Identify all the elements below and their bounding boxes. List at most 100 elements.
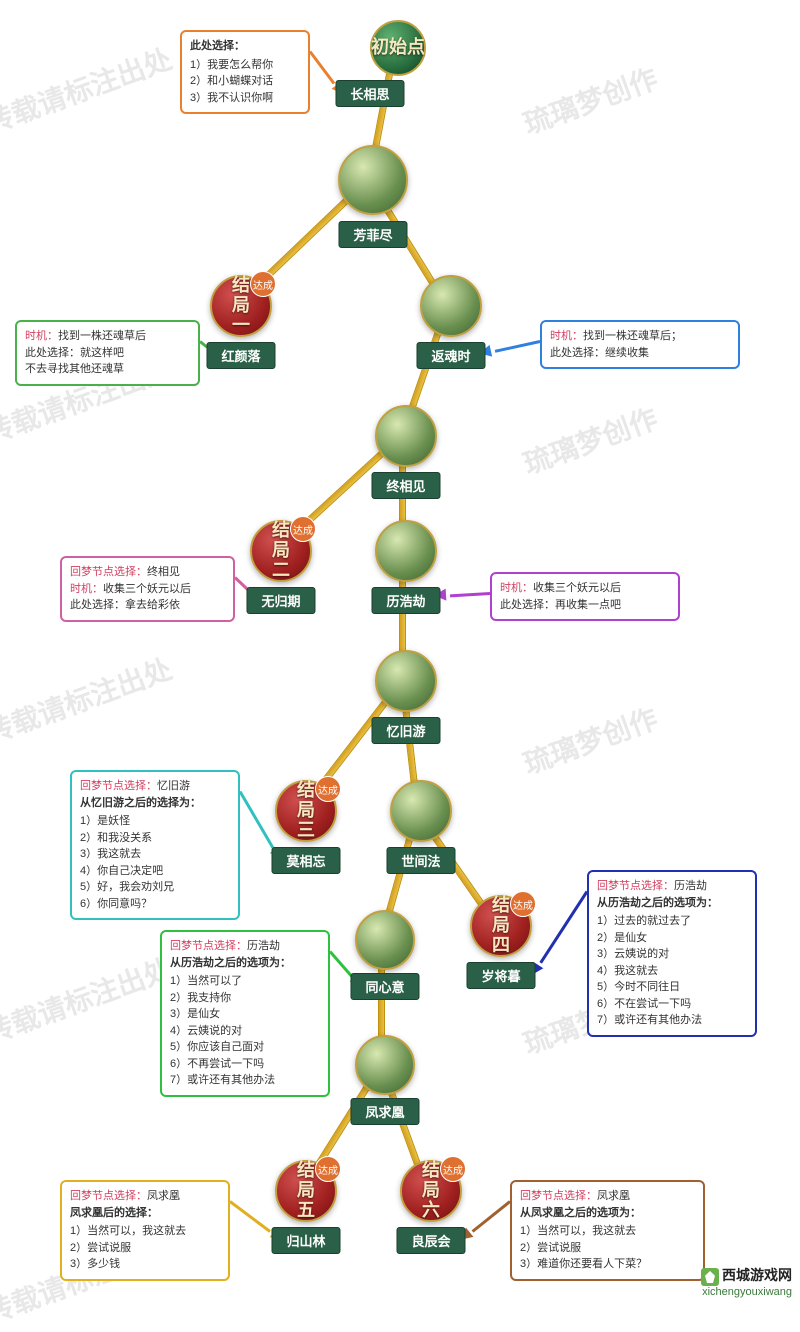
note-option: 4）你自己决定吧 <box>80 863 230 880</box>
achievement-badge: 达成 <box>440 1156 466 1182</box>
note-line: 不去寻找其他还魂草 <box>25 361 190 378</box>
note-arrow <box>472 1200 511 1232</box>
flowchart-canvas: 转载请标注出处琉璃梦创作转载请标注出处琉璃梦创作转载请标注出处琉璃梦创作转载请标… <box>0 0 800 1304</box>
note-line: 回梦节点选择：历浩劫 <box>597 878 747 895</box>
note-option: 2）和小蝴蝶对话 <box>190 73 300 90</box>
node-label-n2: 返魂时 <box>416 342 485 369</box>
note-option: 6）你同意吗？ <box>80 896 230 913</box>
note-line: 时机：找到一株还魂草后； <box>550 328 730 345</box>
node-label-n5: 忆旧游 <box>371 717 440 744</box>
node-label-start: 长相思 <box>335 80 404 107</box>
story-node-n2[interactable] <box>420 275 482 337</box>
note-option: 3）云姨说的对 <box>597 946 747 963</box>
note-option: 1）当然可以了 <box>170 973 320 990</box>
note-option-list: 1）我要怎么帮你2）和小蝴蝶对话3）我不认识你啊 <box>190 57 300 107</box>
note-option: 6）不在尝试一下吗 <box>597 996 747 1013</box>
choice-note: 时机：找到一株还魂草后此处选择：就这样吧不去寻找其他还魂草 <box>15 320 200 386</box>
node-text: 结 局 一 <box>232 276 250 335</box>
node-label-e1: 红颜落 <box>206 342 275 369</box>
choice-note: 时机：收集三个妖元以后此处选择：再收集一点吧 <box>490 572 680 621</box>
story-node-n5[interactable] <box>375 650 437 712</box>
story-node-n7[interactable] <box>355 910 415 970</box>
note-option: 7）或许还有其他办法 <box>170 1072 320 1089</box>
note-option: 5）你应该自己面对 <box>170 1039 320 1056</box>
node-text: 结 局 六 <box>422 1161 440 1220</box>
choice-note: 时机：找到一株还魂草后；此处选择：继续收集 <box>540 320 740 369</box>
story-node-n8[interactable] <box>355 1035 415 1095</box>
node-text: 初始点 <box>371 38 425 58</box>
logo-cn: 西城游戏网 <box>722 1267 792 1283</box>
watermark-text: 转载请标注出处 <box>0 648 177 753</box>
node-text: 结 局 二 <box>272 521 290 580</box>
note-header: 此处选择： <box>190 38 300 55</box>
note-header: 凤求凰后的选择： <box>70 1205 220 1222</box>
note-option-list: 1）当然可以，我这就去2）尝试说服3）多少钱 <box>70 1223 220 1273</box>
logo-en: xichengyouxiwang <box>702 1286 792 1298</box>
ending-node-e2[interactable]: 结 局 二达成 <box>250 520 312 582</box>
note-option-list: 1）当然可以，我这就去2）尝试说服3）难道你还要看人下菜？ <box>520 1223 695 1273</box>
ending-node-e5[interactable]: 结 局 五达成 <box>275 1160 337 1222</box>
node-label-e4: 岁将暮 <box>466 962 535 989</box>
note-line: 时机：收集三个妖元以后 <box>500 580 670 597</box>
note-header: 从忆旧游之后的选择为： <box>80 795 230 812</box>
story-node-n1[interactable] <box>338 145 408 215</box>
node-label-e6: 良辰会 <box>396 1227 465 1254</box>
node-label-e5: 归山林 <box>271 1227 340 1254</box>
note-option: 1）过去的就过去了 <box>597 913 747 930</box>
node-text: 结 局 三 <box>297 781 315 840</box>
note-option: 6）不再尝试一下吗 <box>170 1056 320 1073</box>
node-label-e3: 莫相忘 <box>271 847 340 874</box>
ending-node-e3[interactable]: 结 局 三达成 <box>275 780 337 842</box>
note-arrow <box>329 951 353 977</box>
ending-node-e1[interactable]: 结 局 一达成 <box>210 275 272 337</box>
note-option: 4）云姨说的对 <box>170 1023 320 1040</box>
choice-note: 回梦节点选择：历浩劫 从历浩劫之后的选项为：1）过去的就过去了2）是仙女3）云姨… <box>587 870 757 1037</box>
note-arrow <box>539 891 588 964</box>
node-label-n8: 凤求凰 <box>350 1098 419 1125</box>
start-node-start[interactable]: 初始点 <box>370 20 426 76</box>
achievement-badge: 达成 <box>510 891 536 917</box>
note-option: 2）和我没关系 <box>80 830 230 847</box>
node-text: 结 局 五 <box>297 1161 315 1220</box>
watermark-text: 转载请标注出处 <box>0 948 177 1053</box>
note-option: 3）我这就去 <box>80 846 230 863</box>
note-option: 7）或许还有其他办法 <box>597 1012 747 1029</box>
note-arrow <box>450 592 490 597</box>
note-option: 1）是妖怪 <box>80 813 230 830</box>
note-option: 1）当然可以，我这就去 <box>70 1223 220 1240</box>
note-option: 1）我要怎么帮你 <box>190 57 300 74</box>
story-node-n4[interactable] <box>375 520 437 582</box>
note-header: 从历浩劫之后的选项为： <box>170 955 320 972</box>
site-logo: 西城游戏网 xichengyouxiwang <box>701 1265 792 1298</box>
logo-icon <box>701 1268 719 1286</box>
choice-note: 回梦节点选择：历浩劫 从历浩劫之后的选项为：1）当然可以了2）我支持你3）是仙女… <box>160 930 330 1097</box>
note-arrow <box>229 1200 271 1232</box>
watermark-text: 琉璃梦创作 <box>517 57 662 142</box>
choice-note: 回梦节点选择：忆旧游 从忆旧游之后的选择为：1）是妖怪2）和我没关系3）我这就去… <box>70 770 240 920</box>
ending-node-e4[interactable]: 结 局 四达成 <box>470 895 532 957</box>
note-option: 2）是仙女 <box>597 930 747 947</box>
note-line: 回梦节点选择：凤求凰 <box>520 1188 695 1205</box>
note-option-list: 1）是妖怪2）和我没关系3）我这就去4）你自己决定吧5）好，我会劝刘兄6）你同意… <box>80 813 230 912</box>
note-arrow <box>494 340 540 353</box>
note-line: 此处选择：就这样吧 <box>25 345 190 362</box>
achievement-badge: 达成 <box>290 516 316 542</box>
note-option: 4）我这就去 <box>597 963 747 980</box>
node-label-n6: 世间法 <box>386 847 455 874</box>
note-arrow <box>309 51 335 85</box>
note-line: 此处选择：再收集一点吧 <box>500 597 670 614</box>
achievement-badge: 达成 <box>315 776 341 802</box>
watermark-text: 转载请标注出处 <box>0 38 177 143</box>
story-node-n3[interactable] <box>375 405 437 467</box>
node-label-n4: 历浩劫 <box>371 587 440 614</box>
choice-note: 回梦节点选择：凤求凰 凤求凰后的选择：1）当然可以，我这就去2）尝试说服3）多少… <box>60 1180 230 1281</box>
node-label-n1: 芳菲尽 <box>338 221 407 248</box>
story-node-n6[interactable] <box>390 780 452 842</box>
note-option: 2）尝试说服 <box>70 1240 220 1257</box>
note-option: 3）难道你还要看人下菜？ <box>520 1256 695 1273</box>
node-label-n7: 同心意 <box>350 973 419 1000</box>
node-label-e2: 无归期 <box>246 587 315 614</box>
ending-node-e6[interactable]: 结 局 六达成 <box>400 1160 462 1222</box>
note-option: 3）多少钱 <box>70 1256 220 1273</box>
note-line: 回梦节点选择：凤求凰 <box>70 1188 220 1205</box>
